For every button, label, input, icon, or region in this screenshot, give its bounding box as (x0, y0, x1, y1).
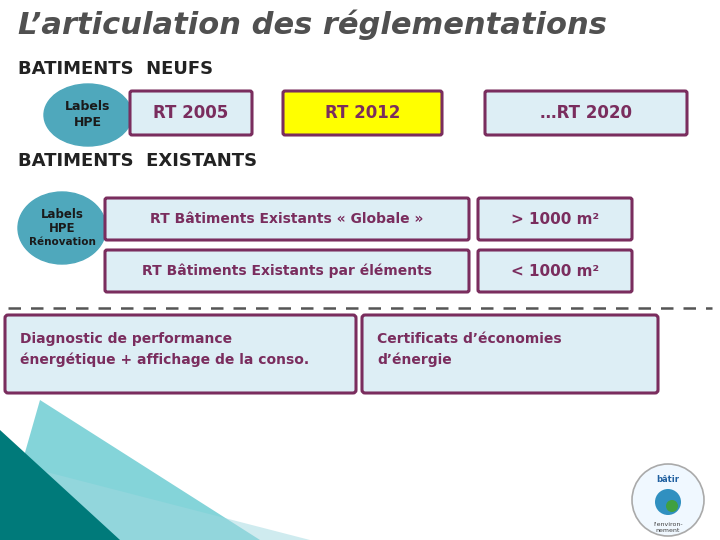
FancyBboxPatch shape (478, 250, 632, 292)
FancyBboxPatch shape (5, 315, 356, 393)
Text: RT Bâtiments Existants « Globale »: RT Bâtiments Existants « Globale » (150, 212, 423, 226)
Text: bâtir: bâtir (657, 476, 680, 484)
Ellipse shape (18, 192, 106, 264)
Text: RT 2012: RT 2012 (325, 104, 400, 122)
Text: BATIMENTS  NEUFS: BATIMENTS NEUFS (18, 60, 213, 78)
Circle shape (632, 464, 704, 536)
Text: nement: nement (656, 529, 680, 534)
Text: > 1000 m²: > 1000 m² (511, 212, 599, 226)
Text: HPE: HPE (49, 221, 76, 234)
Text: Rénovation: Rénovation (29, 237, 96, 247)
FancyBboxPatch shape (362, 315, 658, 393)
Text: Labels: Labels (66, 100, 111, 113)
Text: L’articulation des réglementations: L’articulation des réglementations (18, 10, 607, 40)
Circle shape (655, 489, 681, 515)
FancyBboxPatch shape (485, 91, 687, 135)
Text: < 1000 m²: < 1000 m² (511, 264, 599, 279)
Text: HPE: HPE (74, 117, 102, 130)
Text: BATIMENTS  EXISTANTS: BATIMENTS EXISTANTS (18, 152, 257, 170)
FancyBboxPatch shape (283, 91, 442, 135)
Polygon shape (0, 430, 120, 540)
FancyBboxPatch shape (478, 198, 632, 240)
Text: Diagnostic de performance
énergétique + affichage de la conso.: Diagnostic de performance énergétique + … (20, 332, 309, 367)
FancyBboxPatch shape (105, 250, 469, 292)
Text: …RT 2020: …RT 2020 (540, 104, 632, 122)
Text: l'environ-: l'environ- (653, 522, 683, 526)
Text: Labels: Labels (40, 207, 84, 220)
FancyBboxPatch shape (130, 91, 252, 135)
Text: RT Bâtiments Existants par éléments: RT Bâtiments Existants par éléments (142, 264, 432, 278)
Ellipse shape (44, 84, 132, 146)
Text: RT 2005: RT 2005 (153, 104, 229, 122)
Text: Certificats d’économies
d’énergie: Certificats d’économies d’énergie (377, 332, 562, 367)
Circle shape (666, 500, 678, 512)
FancyBboxPatch shape (105, 198, 469, 240)
Polygon shape (0, 460, 310, 540)
Polygon shape (0, 400, 260, 540)
